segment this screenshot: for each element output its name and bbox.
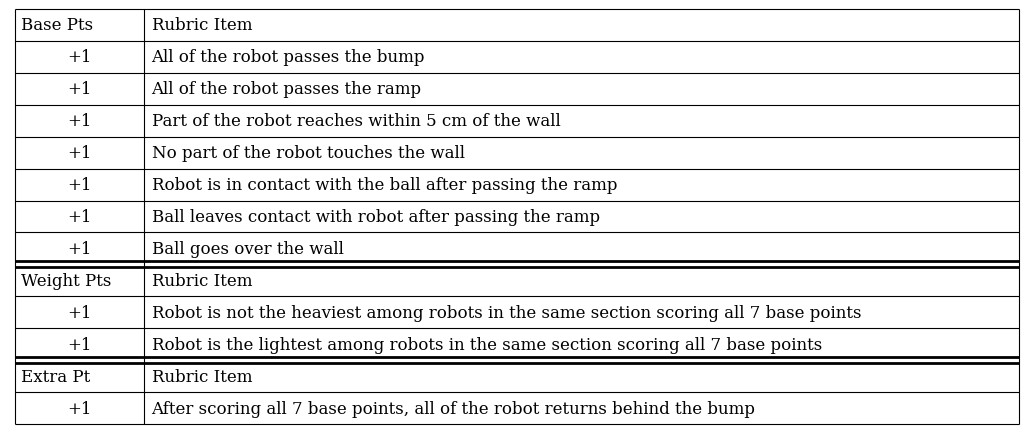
Text: Rubric Item: Rubric Item xyxy=(151,272,252,289)
Text: Base Pts: Base Pts xyxy=(21,17,94,34)
Text: +1: +1 xyxy=(67,208,92,226)
Text: All of the robot passes the bump: All of the robot passes the bump xyxy=(151,49,425,66)
Text: Extra Pt: Extra Pt xyxy=(21,368,91,385)
Text: +1: +1 xyxy=(67,49,92,66)
Text: +1: +1 xyxy=(67,145,92,162)
Text: +1: +1 xyxy=(67,81,92,98)
Text: +1: +1 xyxy=(67,240,92,257)
Text: +1: +1 xyxy=(67,336,92,353)
Text: Part of the robot reaches within 5 cm of the wall: Part of the robot reaches within 5 cm of… xyxy=(151,113,560,130)
Text: Robot is in contact with the ball after passing the ramp: Robot is in contact with the ball after … xyxy=(151,177,617,194)
Text: +1: +1 xyxy=(67,400,92,417)
Text: Ball goes over the wall: Ball goes over the wall xyxy=(151,240,344,257)
Text: All of the robot passes the ramp: All of the robot passes the ramp xyxy=(151,81,422,98)
Text: No part of the robot touches the wall: No part of the robot touches the wall xyxy=(151,145,464,162)
Text: +1: +1 xyxy=(67,177,92,194)
Text: Weight Pts: Weight Pts xyxy=(21,272,111,289)
Text: Rubric Item: Rubric Item xyxy=(151,17,252,34)
Text: After scoring all 7 base points, all of the robot returns behind the bump: After scoring all 7 base points, all of … xyxy=(151,400,755,417)
Text: Ball leaves contact with robot after passing the ramp: Ball leaves contact with robot after pas… xyxy=(151,208,600,226)
Text: Robot is not the heaviest among robots in the same section scoring all 7 base po: Robot is not the heaviest among robots i… xyxy=(151,304,861,321)
Text: +1: +1 xyxy=(67,113,92,130)
Text: Rubric Item: Rubric Item xyxy=(151,368,252,385)
Text: +1: +1 xyxy=(67,304,92,321)
Text: Robot is the lightest among robots in the same section scoring all 7 base points: Robot is the lightest among robots in th… xyxy=(151,336,822,353)
